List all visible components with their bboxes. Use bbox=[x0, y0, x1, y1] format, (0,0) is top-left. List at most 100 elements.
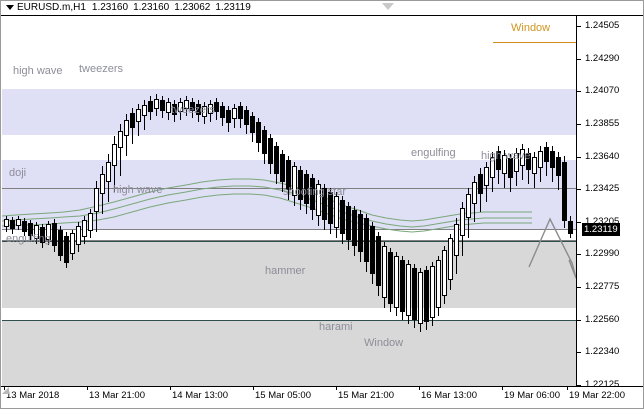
candlestick bbox=[184, 16, 189, 386]
candlestick bbox=[550, 16, 555, 386]
candlestick bbox=[232, 16, 237, 386]
candlestick bbox=[226, 16, 231, 386]
supply-zone-upper bbox=[2, 89, 576, 135]
annotation-label: high wave bbox=[481, 150, 531, 162]
candlestick bbox=[448, 16, 453, 386]
candlestick bbox=[274, 16, 279, 386]
candlestick bbox=[94, 16, 99, 386]
candlestick bbox=[304, 16, 309, 386]
chart-header: EURUSD.m,H1 1.23160 1.23160 1.23062 1.23119 bbox=[1, 1, 643, 16]
candlestick bbox=[346, 16, 351, 386]
candlestick bbox=[76, 16, 81, 386]
candlestick bbox=[466, 16, 471, 386]
price-axis[interactable]: 1.24505 1.24290 1.24070 1.23855 1.23640 1.234… bbox=[576, 16, 643, 390]
horizontal-scrollbar[interactable] bbox=[1, 386, 11, 396]
candlestick bbox=[172, 16, 177, 386]
candlestick bbox=[310, 16, 315, 386]
candlestick bbox=[298, 16, 303, 386]
candlestick bbox=[454, 16, 459, 386]
candlestick bbox=[166, 16, 171, 386]
candlestick bbox=[238, 16, 243, 386]
candlestick bbox=[190, 16, 195, 386]
candlestick bbox=[508, 16, 513, 386]
demand-zone-upper bbox=[2, 241, 576, 308]
candlestick bbox=[70, 16, 75, 386]
candlestick bbox=[490, 16, 495, 386]
annotation-label: engulfing bbox=[6, 233, 51, 245]
time-axis[interactable]: 13 Mar 2018 13 Mar 21:00 14 Mar 13:00 15 Ma… bbox=[1, 386, 643, 408]
symbol-ohlc-readout: EURUSD.m,H1 1.23160 1.23160 1.23062 1.23119 bbox=[17, 2, 256, 13]
candlestick bbox=[376, 16, 381, 386]
candlestick bbox=[64, 16, 69, 386]
candlestick bbox=[544, 16, 549, 386]
annotation-label: hammer bbox=[265, 265, 306, 277]
candlestick bbox=[412, 16, 417, 386]
candlestick bbox=[520, 16, 525, 386]
candlestick bbox=[118, 16, 123, 386]
annotation-label: Window bbox=[364, 337, 404, 349]
candlestick bbox=[538, 16, 543, 386]
candlestick bbox=[316, 16, 321, 386]
candlestick bbox=[262, 16, 267, 386]
symbol-label: EURUSD.m,H1 bbox=[17, 2, 86, 13]
candlestick bbox=[358, 16, 363, 386]
candlestick bbox=[394, 16, 399, 386]
candlestick bbox=[148, 16, 153, 386]
candlestick bbox=[340, 16, 345, 386]
open-value: 1.23160 bbox=[91, 2, 129, 13]
candlestick bbox=[562, 16, 567, 386]
candlestick bbox=[496, 16, 501, 386]
candlestick bbox=[382, 16, 387, 386]
candlestick bbox=[502, 16, 507, 386]
annotation-label: tweezers bbox=[171, 104, 216, 116]
candlestick bbox=[40, 16, 45, 386]
candlestick bbox=[328, 16, 333, 386]
candlestick bbox=[556, 16, 561, 386]
candlestick bbox=[58, 16, 63, 386]
candlestick bbox=[130, 16, 135, 386]
candlestick bbox=[46, 16, 51, 386]
candlestick bbox=[88, 16, 93, 386]
current-price-badge: 1.23119 bbox=[582, 223, 620, 236]
candlestick bbox=[418, 16, 423, 386]
candlestick bbox=[286, 16, 291, 386]
candlestick bbox=[424, 16, 429, 386]
close-value: 1.23119 bbox=[215, 2, 251, 13]
candlestick bbox=[472, 16, 477, 386]
candlestick bbox=[514, 16, 519, 386]
candlestick bbox=[16, 16, 21, 386]
candlestick bbox=[22, 16, 27, 386]
candlestick bbox=[322, 16, 327, 386]
candlestick bbox=[220, 16, 225, 386]
candlestick bbox=[406, 16, 411, 386]
window-resistance-line bbox=[493, 42, 576, 43]
candlestick bbox=[442, 16, 447, 386]
candlestick bbox=[526, 16, 531, 386]
candlestick bbox=[484, 16, 489, 386]
annotation-label: harami bbox=[319, 321, 353, 333]
annotation-label: high wave bbox=[13, 65, 63, 77]
candlestick bbox=[214, 16, 219, 386]
candlestick bbox=[460, 16, 465, 386]
candlestick bbox=[268, 16, 273, 386]
candlestick bbox=[106, 16, 111, 386]
candlestick bbox=[196, 16, 201, 386]
candlestick bbox=[280, 16, 285, 386]
candlestick bbox=[160, 16, 165, 386]
chevron-down-icon[interactable] bbox=[6, 5, 14, 10]
candlestick bbox=[82, 16, 87, 386]
candlestick bbox=[352, 16, 357, 386]
candlestick bbox=[388, 16, 393, 386]
annotation-label: doji bbox=[9, 167, 27, 179]
candlestick bbox=[568, 16, 573, 386]
scroll-nub-icon[interactable] bbox=[2, 387, 9, 394]
candlestick bbox=[10, 16, 15, 386]
candlestick bbox=[52, 16, 57, 386]
price-plot-area[interactable]: high wave tweezers tweezers doji high wave sh… bbox=[2, 16, 576, 386]
candlestick bbox=[202, 16, 207, 386]
candlestick bbox=[256, 16, 261, 386]
demand-zone-lower bbox=[2, 320, 576, 386]
annotation-label: high wave bbox=[113, 184, 163, 196]
candlestick bbox=[334, 16, 339, 386]
